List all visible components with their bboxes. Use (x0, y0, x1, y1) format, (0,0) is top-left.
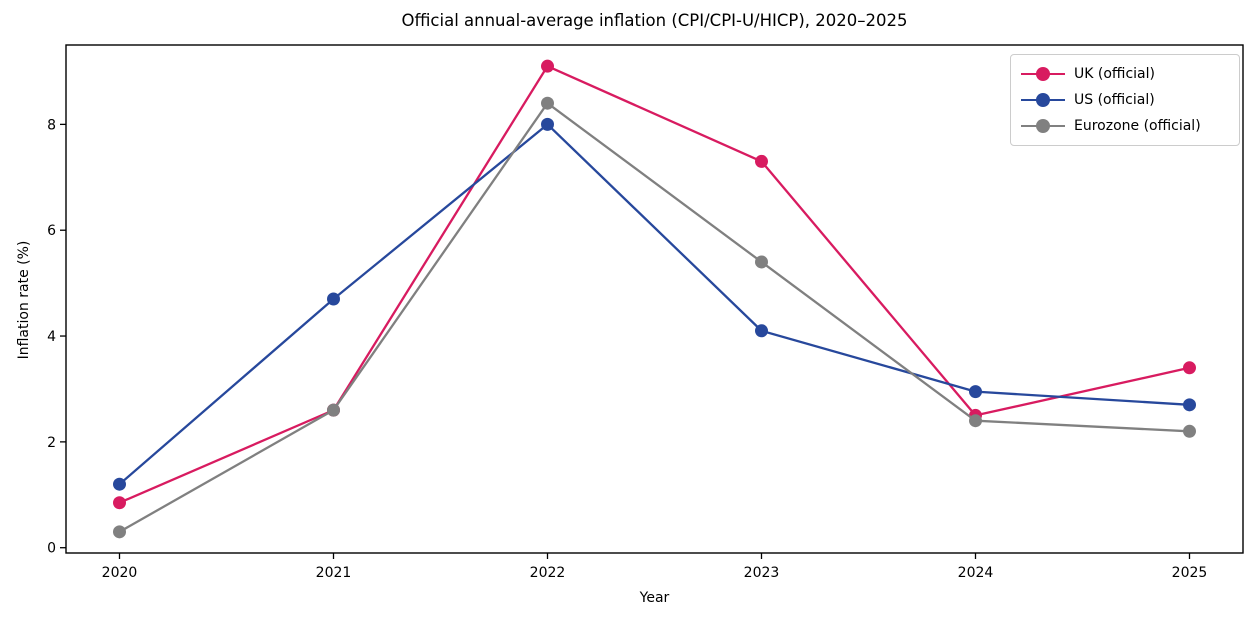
legend-item-us: US (official) (1021, 87, 1229, 113)
series-line-uk (119, 65, 1190, 504)
y-tick-label: 8 (47, 117, 56, 133)
legend-item-uk: UK (official) (1021, 61, 1229, 87)
legend-swatch-eurozone (1021, 119, 1065, 133)
plot-border (65, 44, 1244, 554)
y-tick-label: 4 (47, 329, 56, 345)
x-tick-label: 2020 (102, 565, 138, 581)
data-point-eurozone-2023 (755, 255, 768, 269)
data-point-us-2024 (969, 385, 982, 399)
series-line-eurozone (118, 102, 1190, 533)
x-tick-label: 2023 (744, 565, 780, 581)
legend-label-us: US (official) (1074, 92, 1155, 108)
x-tick-label: 2025 (1172, 565, 1208, 581)
data-point-eurozone-2022 (541, 96, 554, 110)
data-point-uk-2020 (113, 496, 126, 510)
legend: UK (official) US (official) Eurozone (of… (1010, 54, 1240, 146)
data-point-eurozone-2020 (113, 525, 126, 539)
x-tick-label: 2024 (958, 565, 994, 581)
legend-label-eurozone: Eurozone (official) (1074, 118, 1201, 134)
y-tick-label: 2 (47, 435, 56, 451)
data-point-eurozone-2025 (1183, 424, 1196, 438)
data-point-us-2022 (541, 117, 554, 131)
legend-label-uk: UK (official) (1074, 66, 1155, 82)
data-point-uk-2022 (541, 59, 554, 73)
x-axis-label: Year (639, 590, 670, 606)
y-tick-label: 0 (47, 541, 56, 557)
legend-swatch-us (1021, 93, 1065, 107)
series-line-us (118, 123, 1190, 486)
x-tick-label: 2022 (530, 565, 566, 581)
data-point-us-2023 (755, 324, 768, 338)
data-point-eurozone-2021 (327, 403, 340, 417)
legend-item-eurozone: Eurozone (official) (1021, 113, 1229, 139)
y-tick-label: 6 (47, 223, 56, 239)
data-point-us-2020 (113, 477, 126, 491)
data-point-uk-2023 (755, 154, 768, 168)
y-axis-label: Inflation rate (%) (16, 240, 32, 360)
data-point-us-2025 (1183, 398, 1196, 412)
data-point-eurozone-2024 (969, 414, 982, 428)
x-tick-label: 2021 (316, 565, 352, 581)
data-point-us-2021 (327, 292, 340, 306)
legend-swatch-uk (1021, 67, 1065, 81)
chart-title: Official annual-average inflation (CPI/C… (401, 11, 908, 30)
data-point-uk-2025 (1183, 361, 1196, 375)
